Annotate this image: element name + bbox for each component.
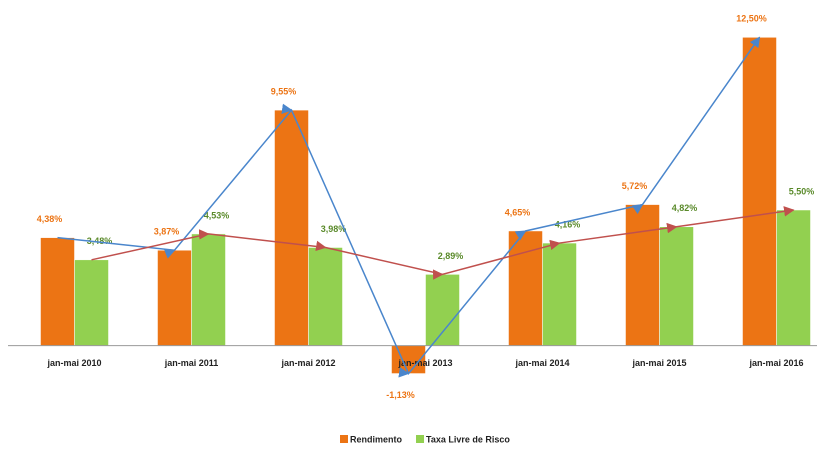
data-label: 4,38%	[37, 214, 63, 224]
bar	[308, 247, 343, 346]
data-label: 4,53%	[204, 210, 230, 220]
data-label: 5,72%	[622, 181, 648, 191]
bar	[274, 109, 309, 346]
bar	[191, 233, 226, 346]
x-tick-label: jan-mai 2015	[631, 358, 686, 368]
data-label: 2,89%	[438, 251, 464, 261]
legend-label: Taxa Livre de Risco	[426, 434, 510, 444]
data-label: 9,55%	[271, 86, 297, 96]
trend-arrow	[57, 36, 761, 378]
x-tick-label: jan-mai 2010	[46, 358, 101, 368]
x-tick-label: jan-mai 2014	[514, 358, 569, 368]
bar	[776, 209, 811, 346]
bar	[425, 274, 460, 346]
x-tick-label: jan-mai 2011	[164, 358, 219, 368]
data-label: 4,82%	[672, 203, 698, 213]
bar	[625, 204, 660, 346]
trend-arrow	[91, 206, 795, 280]
data-label: -1,13%	[386, 390, 415, 400]
legend-swatch	[416, 435, 425, 443]
legend-label: Rendimento	[350, 434, 403, 444]
bar	[508, 230, 543, 346]
data-label: 12,50%	[736, 14, 767, 24]
bar	[659, 226, 694, 346]
bar	[74, 259, 109, 346]
data-label: 3,87%	[154, 227, 180, 237]
data-label: 3,48%	[87, 236, 113, 246]
bar	[542, 242, 577, 346]
x-tick-label: jan-mai 2016	[748, 358, 803, 368]
data-label: 5,50%	[789, 186, 815, 196]
x-tick-label: jan-mai 2012	[280, 358, 335, 368]
bar	[40, 237, 75, 346]
bar	[157, 249, 192, 346]
bar	[742, 37, 777, 346]
legend-swatch	[340, 435, 348, 443]
data-label: 4,65%	[505, 207, 531, 217]
